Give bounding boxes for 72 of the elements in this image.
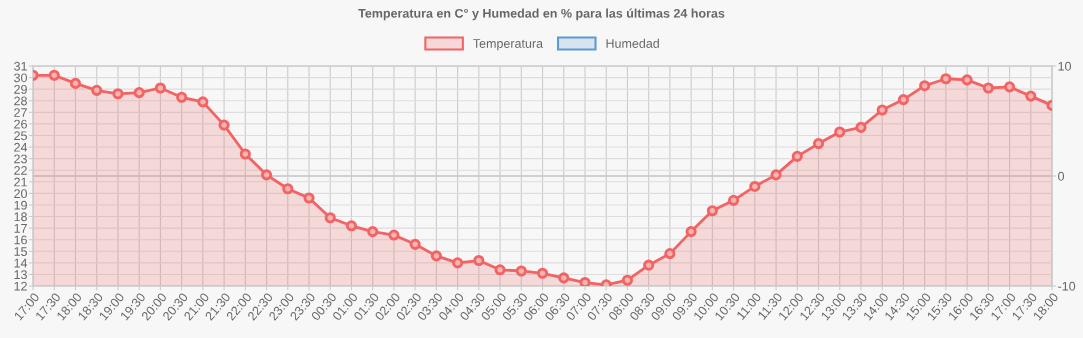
point [367, 226, 379, 238]
point [430, 250, 442, 262]
y-tick-label: 12 [14, 281, 27, 291]
point [940, 73, 952, 85]
point [579, 276, 591, 287]
point [154, 82, 166, 94]
point [536, 267, 549, 279]
point [749, 180, 761, 192]
y-tick-label: 16 [14, 235, 27, 245]
y2-tick-label: 0 [1058, 171, 1065, 181]
point [812, 138, 825, 150]
y2-tick-label: 10 [1058, 61, 1071, 71]
point [834, 126, 846, 138]
point [897, 94, 909, 106]
y-tick-label: 23 [14, 154, 27, 164]
y-tick-label: 22 [14, 166, 27, 175]
point [260, 169, 273, 181]
point [855, 121, 867, 133]
y-tick-label: 19 [14, 200, 27, 210]
point [176, 91, 188, 103]
point [473, 254, 485, 267]
y-tick-label: 25 [14, 131, 27, 141]
y-tick-label: 17 [14, 224, 27, 233]
point [558, 272, 570, 284]
point [1004, 81, 1016, 93]
point [876, 104, 888, 116]
point [112, 88, 124, 100]
point [345, 220, 358, 232]
y-tick-label: 31 [14, 61, 27, 71]
y-tick-label: 24 [14, 142, 28, 152]
y2-tick-label: -10 [1058, 281, 1076, 291]
point [303, 192, 315, 204]
point [919, 80, 931, 92]
point [706, 205, 718, 217]
point [728, 194, 740, 206]
point [621, 274, 633, 286]
point [982, 82, 994, 94]
point [643, 259, 655, 271]
point [218, 119, 230, 131]
point [515, 265, 527, 277]
y-tick-label: 29 [14, 84, 27, 94]
point [791, 150, 803, 162]
y-tick-label: 20 [14, 189, 27, 199]
point [324, 212, 336, 224]
y-tick-label: 18 [14, 212, 27, 222]
legend-label: Temperatura [473, 39, 544, 51]
point [388, 229, 400, 241]
point [664, 248, 676, 260]
y-tick-label: 26 [14, 119, 27, 129]
y-tick-label: 14 [14, 258, 28, 268]
y-tick-label: 13 [14, 270, 27, 280]
point [961, 74, 973, 86]
y-tick-label: 30 [14, 73, 27, 83]
y-tick-label: 15 [14, 247, 27, 256]
point [1025, 90, 1037, 102]
point [685, 226, 697, 238]
point [494, 264, 506, 276]
point [133, 87, 145, 99]
point [91, 84, 103, 96]
chart-title: Temperatura en C° y Humedad en % para las últimas 24 horas [358, 8, 725, 21]
y-tick-label: 21 [14, 177, 27, 187]
point [239, 148, 251, 160]
point [282, 183, 294, 195]
point [197, 96, 209, 108]
point [770, 169, 782, 181]
point [69, 77, 82, 89]
y-tick-label: 28 [14, 96, 27, 106]
point [409, 238, 421, 250]
y-tick-label: 27 [14, 108, 27, 117]
legend-label: Humedad [606, 38, 659, 48]
point [48, 69, 60, 81]
point [452, 257, 464, 269]
